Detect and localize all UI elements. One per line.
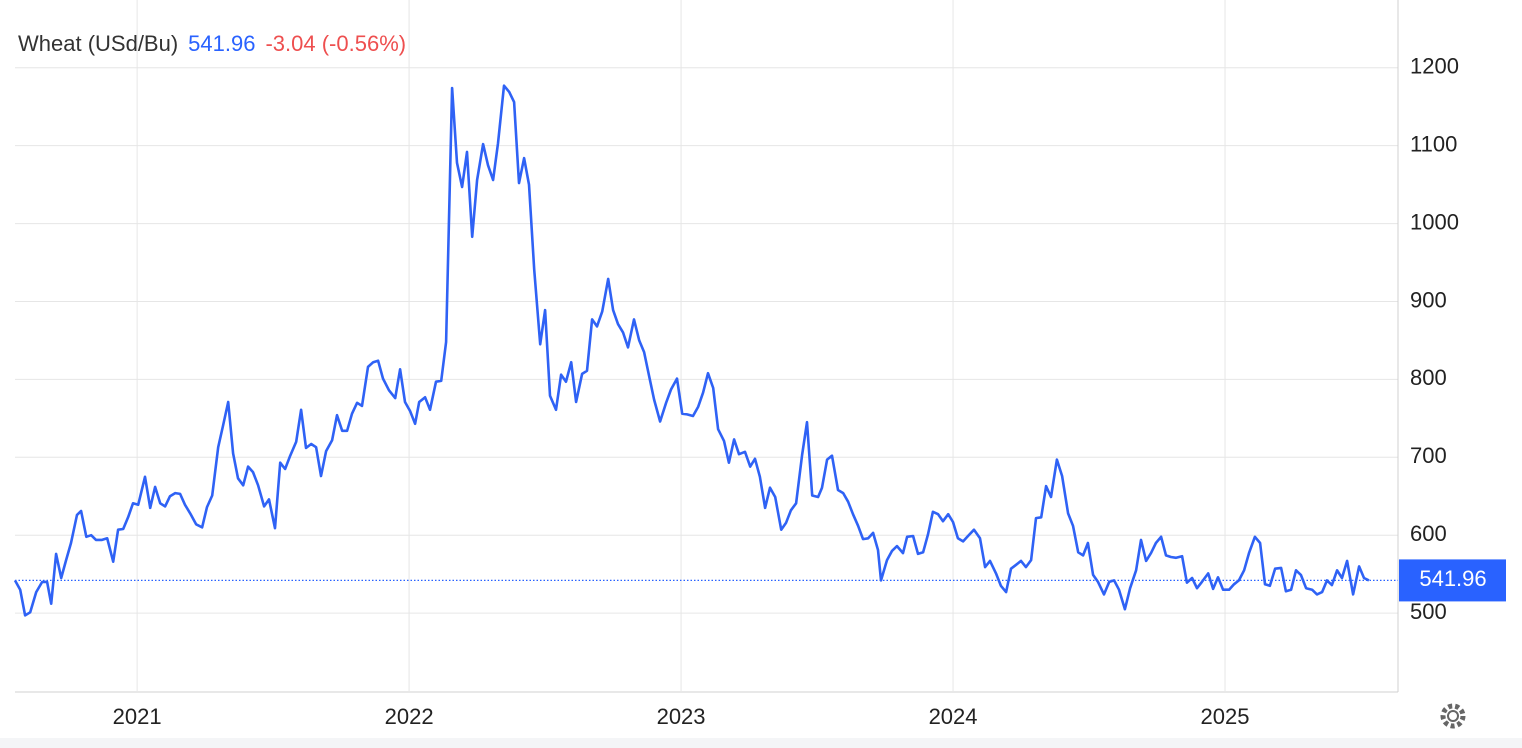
settings-icon[interactable] — [1440, 703, 1466, 729]
x-tick-label: 2023 — [657, 704, 706, 729]
y-tick-label: 800 — [1410, 365, 1447, 390]
last-price-label: 541.96 — [1419, 566, 1486, 591]
y-tick-label: 1200 — [1410, 54, 1459, 79]
x-tick-label: 2022 — [385, 704, 434, 729]
x-tick-label: 2021 — [113, 704, 162, 729]
y-tick-label: 500 — [1410, 599, 1447, 624]
gear-teeth — [1440, 703, 1466, 729]
price-line — [13, 84, 1370, 617]
header: Wheat (USd/Bu) 541.96 -3.04 (-0.56%) — [18, 31, 416, 57]
y-tick-label: 900 — [1410, 287, 1447, 312]
last-price-box — [1399, 559, 1506, 602]
change: -3.04 (-0.56%) — [265, 31, 407, 56]
x-tick-label: 2024 — [929, 704, 978, 729]
y-tick-label: 700 — [1410, 443, 1447, 468]
y-tick-label: 1000 — [1410, 209, 1459, 234]
gear-hub — [1447, 710, 1459, 722]
y-tick-label: 1100 — [1410, 131, 1457, 156]
price: 541.96 — [188, 31, 256, 56]
x-tick-label: 2025 — [1201, 704, 1250, 729]
y-tick-label: 600 — [1410, 521, 1447, 546]
grid — [15, 0, 1398, 691]
footer-strip — [0, 738, 1522, 748]
title: Wheat (USd/Bu) — [18, 31, 179, 56]
